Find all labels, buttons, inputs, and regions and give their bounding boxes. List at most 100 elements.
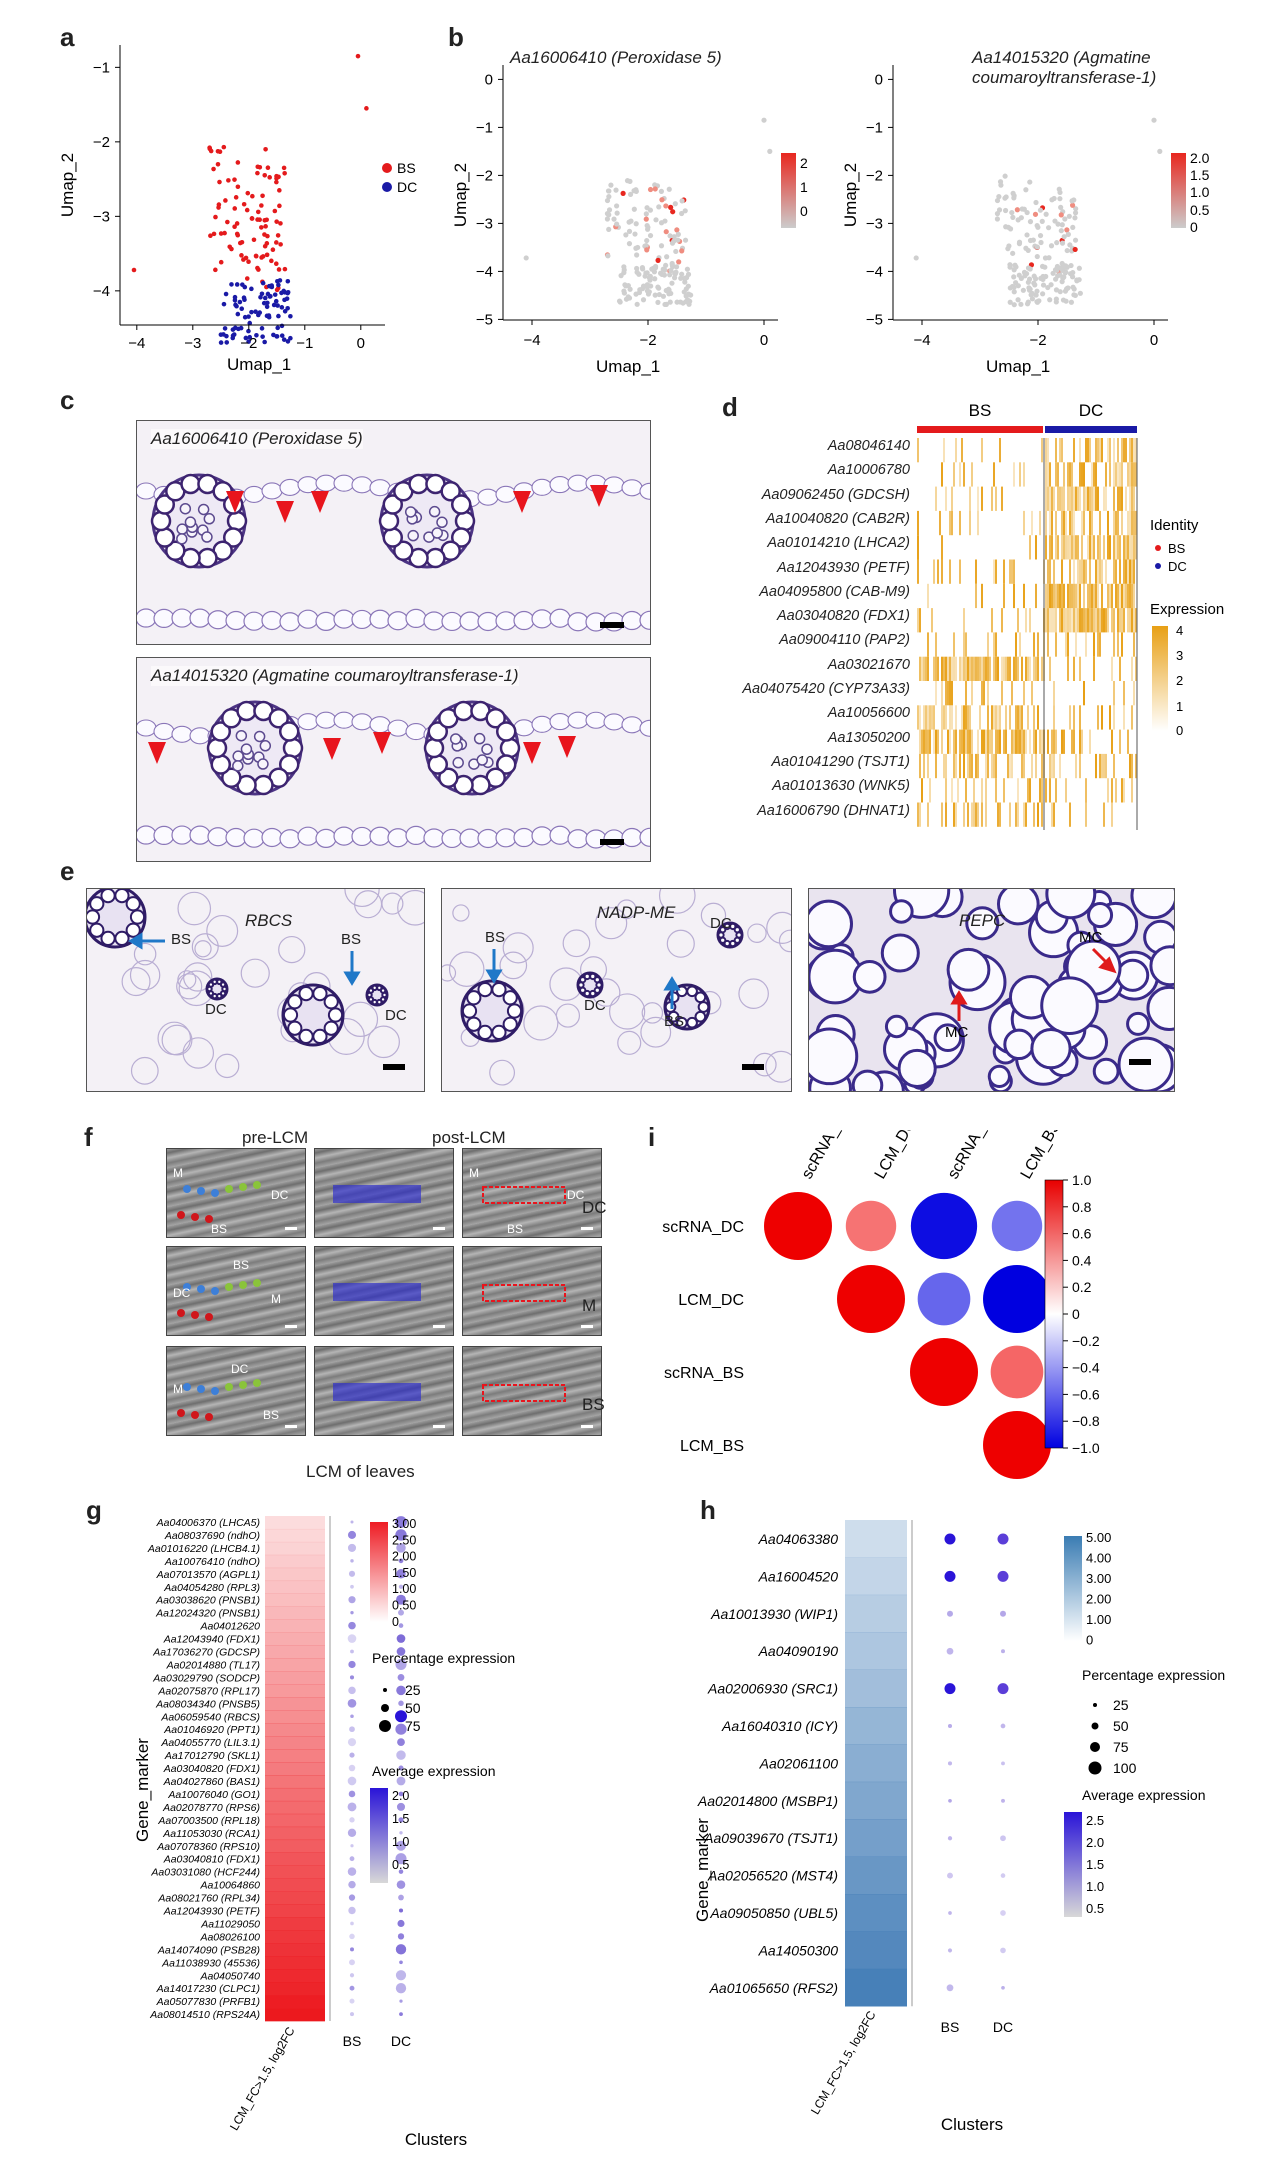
- umap-point-bs: [278, 242, 283, 247]
- row-label-m: M: [582, 1296, 597, 1315]
- umap-point: [652, 276, 658, 282]
- heat-cell: [997, 656, 999, 681]
- umap-point: [1056, 186, 1062, 192]
- heat-cell: [1039, 729, 1041, 754]
- fc-column-label: LCM_FC>1.5, log2FC: [808, 2008, 879, 2117]
- umap-point: [1070, 224, 1076, 231]
- fc-heat-cell: [845, 1894, 907, 1932]
- heat-cell: [991, 608, 993, 633]
- umap-point-dc: [234, 282, 240, 287]
- heat-cell: [1051, 486, 1053, 511]
- heat-cell: [949, 681, 951, 706]
- umap-point: [663, 203, 669, 209]
- heat-cell: [1059, 608, 1061, 633]
- heat-cell: [1077, 583, 1079, 609]
- avg-scale-tick: 1.5: [1086, 1857, 1104, 1872]
- umap-point: [614, 210, 620, 216]
- umap-point-bs: [239, 253, 244, 258]
- heat-cell: [993, 462, 995, 487]
- heat-cell: [971, 681, 973, 706]
- heat-cell: [1111, 729, 1113, 754]
- heat-cell: [1093, 535, 1095, 560]
- x-tick-label: −4: [523, 332, 540, 349]
- heat-cell: [999, 705, 1001, 730]
- umap-point-dc: [264, 304, 270, 310]
- corr-scale-tick: −0.6: [1072, 1386, 1100, 1402]
- heat-cell: [1113, 462, 1115, 487]
- umap-point: [1042, 264, 1048, 270]
- heat-cell: [1057, 486, 1059, 511]
- heat-cell: [1135, 510, 1137, 536]
- heat-cell: [1041, 729, 1043, 754]
- umap-point: [1032, 282, 1038, 288]
- heat-cell: [1071, 608, 1073, 633]
- gene-label: Aa02056520 (MST4): [707, 1868, 838, 1884]
- heat-cell: [1107, 778, 1109, 803]
- umap-point: [682, 275, 688, 281]
- identity-bs: BS: [1168, 541, 1186, 556]
- heat-cell: [1061, 583, 1063, 609]
- label-bs: BS: [171, 931, 192, 948]
- heat-cell: [1045, 778, 1047, 803]
- dot-marker: [395, 1658, 407, 1670]
- heat-cell: [1023, 753, 1025, 779]
- heat-cell: [1109, 462, 1111, 487]
- gene-label: Aa10076040 (GO1): [167, 1789, 260, 1801]
- heat-cell: [1089, 486, 1091, 511]
- fc-heat-cell: [265, 1930, 325, 1944]
- umap-point-bs: [215, 148, 221, 154]
- heat-cell: [969, 729, 971, 754]
- heat-cell: [1115, 462, 1117, 487]
- fc-heat-cell: [845, 1781, 907, 1820]
- heat-cell: [919, 802, 921, 827]
- gene-label: Aa03029790 (SODCP): [152, 1672, 260, 1684]
- heat-cell: [951, 778, 953, 803]
- panel-label-c: c: [60, 385, 75, 415]
- heat-cell: [1083, 486, 1085, 511]
- umap-point-bs: [232, 224, 237, 229]
- heat-cell: [1081, 510, 1083, 536]
- dot-marker: [395, 1853, 407, 1865]
- heat-cell: [1089, 438, 1091, 463]
- heat-cell: [967, 705, 969, 730]
- heat-cell: [1023, 681, 1025, 706]
- umap-point-dc: [279, 305, 285, 310]
- heat-cell: [975, 559, 977, 584]
- heat-cell: [953, 729, 955, 754]
- heat-cell: [1131, 535, 1133, 560]
- expression-tick: 1: [1176, 699, 1183, 714]
- umap-point: [1062, 216, 1068, 222]
- heat-cell: [981, 778, 983, 803]
- dot-marker: [397, 1673, 405, 1681]
- dot-marker: [997, 1570, 1009, 1582]
- heat-cell: [997, 802, 999, 827]
- umap-point: [1011, 302, 1017, 308]
- umap-point-bs: [278, 221, 283, 226]
- corr-colorbar: [1044, 1179, 1064, 1449]
- heat-cell: [1015, 802, 1017, 827]
- heat-cell: [1087, 438, 1089, 463]
- heat-cell: [1063, 608, 1065, 633]
- heat-cell: [941, 535, 943, 560]
- heat-cell: [1085, 559, 1087, 584]
- umap-point: [672, 201, 678, 207]
- heat-cell: [1063, 510, 1065, 536]
- umap-point: [1034, 222, 1040, 229]
- heat-cell: [1077, 608, 1079, 633]
- heat-cell: [977, 753, 979, 779]
- fc-heat-cell: [265, 1917, 325, 1931]
- heat-cell: [971, 802, 973, 827]
- umap-point: [1072, 246, 1078, 253]
- umap-point-bs: [281, 165, 287, 171]
- heat-cell: [927, 802, 929, 827]
- umap-point-bs: [222, 230, 227, 236]
- umap-point-bs: [211, 231, 217, 237]
- heat-cell: [1053, 486, 1055, 511]
- umap-point: [674, 227, 680, 233]
- heat-cell: [1075, 535, 1077, 560]
- y-tick-label: −3: [866, 215, 883, 232]
- heat-cell: [949, 656, 951, 681]
- micrograph-e-pepc: PEPC MC MC: [808, 888, 1175, 1092]
- dot-marker: [396, 1594, 406, 1605]
